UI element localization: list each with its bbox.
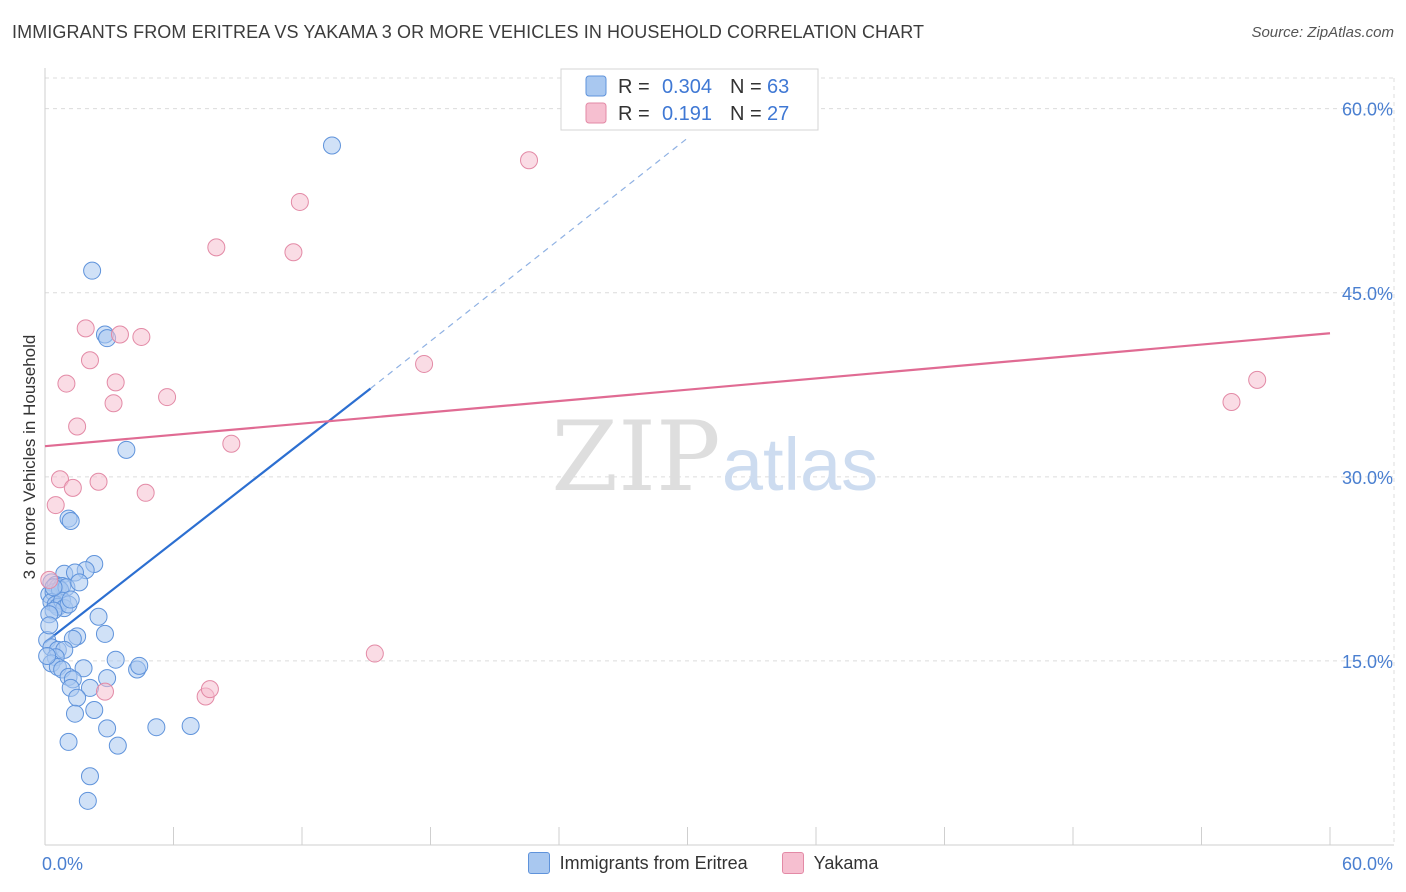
watermark-zip: ZIP xyxy=(551,401,720,513)
point-yakama-14 xyxy=(104,394,123,413)
data-points xyxy=(38,136,1267,810)
point-yakama-13 xyxy=(158,388,177,407)
legend-item-yakama: Yakama xyxy=(781,852,879,874)
legend-r-label-1: R = xyxy=(618,76,650,98)
point-yakama-10 xyxy=(57,374,76,393)
point-yakama-21 xyxy=(46,496,65,515)
point-eritrea-31 xyxy=(89,607,108,626)
trend-line-eritrea-extension xyxy=(370,137,688,389)
point-yakama-1 xyxy=(290,192,309,211)
point-yakama-26 xyxy=(200,680,219,699)
legend-swatch-yakama-bottom xyxy=(781,852,804,874)
point-yakama-8 xyxy=(415,354,434,373)
point-eritrea-41 xyxy=(74,659,93,678)
point-eritrea-58 xyxy=(78,791,97,810)
point-eritrea-54 xyxy=(181,716,200,735)
point-eritrea-46 xyxy=(130,656,149,675)
point-eritrea-60 xyxy=(40,616,59,635)
point-eritrea-55 xyxy=(59,732,78,751)
point-eritrea-49 xyxy=(68,688,87,707)
point-eritrea-4 xyxy=(117,440,136,459)
point-eritrea-53 xyxy=(147,718,166,737)
point-yakama-5 xyxy=(110,325,129,344)
point-eritrea-59 xyxy=(38,647,57,666)
legend-r-label-2: R = xyxy=(618,103,650,125)
axes xyxy=(44,68,1394,846)
point-eritrea-1 xyxy=(83,261,102,280)
point-eritrea-6 xyxy=(61,512,80,531)
point-yakama-16 xyxy=(222,434,241,453)
trend-lines xyxy=(44,137,1331,644)
point-eritrea-52 xyxy=(98,719,117,738)
y-tick-label-2: 45.0% xyxy=(1342,284,1393,304)
trend-line-yakama xyxy=(44,332,1331,448)
legend-r-value-2: 0.191 xyxy=(662,103,712,125)
point-eritrea-57 xyxy=(80,767,99,786)
bottom-legend: Immigrants from Eritrea Yakama xyxy=(0,852,1406,874)
point-yakama-11 xyxy=(1248,370,1267,389)
point-eritrea-62 xyxy=(70,573,89,592)
point-eritrea-51 xyxy=(65,704,84,723)
point-eritrea-56 xyxy=(108,736,127,755)
point-yakama-6 xyxy=(132,327,151,346)
legend-swatch-yakama xyxy=(585,102,607,124)
legend-r-value-1: 0.304 xyxy=(662,76,712,98)
point-eritrea-50 xyxy=(85,701,104,720)
point-yakama-2 xyxy=(207,238,226,257)
point-eritrea-26 xyxy=(61,590,80,609)
legend-swatch-eritrea xyxy=(585,75,607,97)
legend-n-label-2: N = xyxy=(730,103,762,125)
point-yakama-7 xyxy=(80,351,99,370)
point-yakama-12 xyxy=(1222,392,1241,411)
point-yakama-19 xyxy=(63,478,82,497)
y-tick-label-3: 60.0% xyxy=(1342,100,1393,120)
point-yakama-15 xyxy=(68,417,87,436)
point-yakama-4 xyxy=(76,319,95,338)
point-yakama-24 xyxy=(95,682,114,701)
x-tick-label-0: 0.0% xyxy=(42,854,83,874)
point-yakama-0 xyxy=(520,151,539,170)
x-tick-label-1: 60.0% xyxy=(1342,854,1393,874)
point-yakama-17 xyxy=(50,470,69,489)
point-eritrea-37 xyxy=(106,650,125,669)
legend-item-eritrea: Immigrants from Eritrea xyxy=(527,852,748,874)
point-yakama-20 xyxy=(136,483,155,502)
watermark: ZIP atlas xyxy=(551,401,878,513)
legend-label-eritrea: Immigrants from Eritrea xyxy=(559,852,748,873)
point-eritrea-0 xyxy=(322,136,341,155)
legend-n-label-1: N = xyxy=(730,76,762,98)
point-yakama-3 xyxy=(284,243,303,262)
point-yakama-9 xyxy=(106,373,125,392)
chart-title: IMMIGRANTS FROM ERITREA VS YAKAMA 3 OR M… xyxy=(12,22,925,42)
source-credit: Source: ZipAtlas.com xyxy=(1251,24,1394,41)
legend-n-value-1: 63 xyxy=(767,76,789,98)
legend-n-value-2: 27 xyxy=(767,103,789,125)
legend-swatch-eritrea-bottom xyxy=(527,852,550,874)
point-yakama-23 xyxy=(365,644,384,663)
legend-label-yakama: Yakama xyxy=(813,852,879,873)
point-yakama-18 xyxy=(89,472,108,491)
top-legend: R = 0.304 N = 63 R = 0.191 N = 27 xyxy=(560,68,819,131)
watermark-atlas: atlas xyxy=(722,423,878,506)
trend-line-eritrea xyxy=(44,387,372,644)
point-yakama-22 xyxy=(40,570,59,589)
tick-labels: 15.0% 30.0% 45.0% 60.0% 0.0% 60.0% xyxy=(42,100,1393,874)
y-tick-label-0: 15.0% xyxy=(1342,652,1393,672)
y-tick-label-1: 30.0% xyxy=(1342,468,1393,488)
point-eritrea-32 xyxy=(95,624,114,643)
